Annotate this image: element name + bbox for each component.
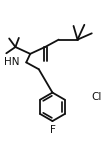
Text: HN: HN xyxy=(4,57,20,67)
Text: F: F xyxy=(50,125,55,135)
Text: Cl: Cl xyxy=(92,92,102,102)
